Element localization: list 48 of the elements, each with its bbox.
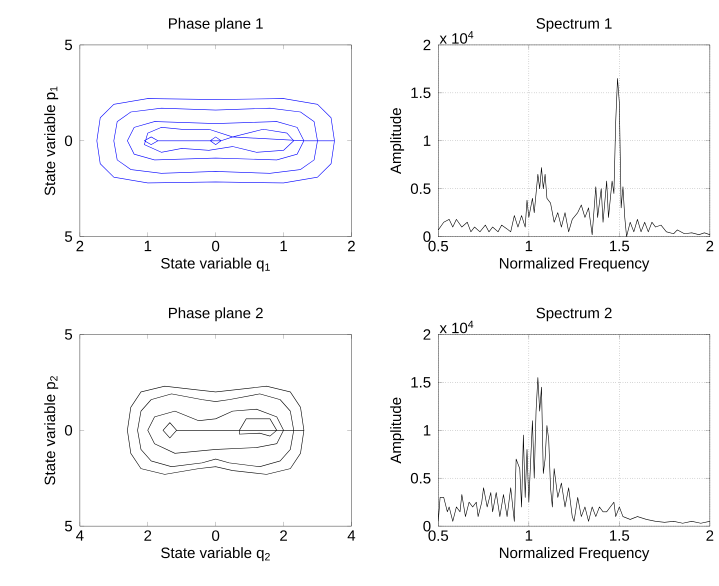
x-tick-label: 2 (144, 530, 152, 541)
y-tick-label: 1.5 (411, 377, 430, 388)
x-tick-label: 2 (706, 530, 714, 541)
y-axis-title: Amplitude (390, 398, 404, 464)
chart-title: Spectrum 1 (536, 18, 612, 32)
x-tick-label: 1.5 (610, 530, 630, 541)
y-tick-label: 1 (424, 136, 430, 146)
y-tick-label: 5 (64, 40, 72, 50)
x-tick-label: 2 (280, 530, 287, 541)
y-tick-label: 0 (64, 424, 72, 436)
y-tick-label: 0.5 (410, 472, 430, 484)
y-tick-label: 0 (64, 135, 72, 146)
x-tick-label: 4 (76, 530, 84, 541)
x-axis-title: State variable q$_{2}$ (161, 547, 270, 562)
y-tick-label: 0 (423, 520, 431, 532)
y-tick-label: 5 (64, 520, 72, 532)
x-tick-label: 1 (144, 240, 152, 252)
y-tick-label: 0.5 (410, 183, 430, 194)
x-axis-title: Normalized Frequency (500, 547, 650, 562)
line-series (96, 98, 335, 184)
x-tick-label: 1 (280, 240, 287, 252)
y-tick-label: 2 (424, 40, 430, 50)
x-tick-label: 2 (706, 240, 714, 252)
line-series (127, 386, 304, 475)
y-tick-label: 2 (424, 329, 430, 340)
x-tick-label: 1 (526, 240, 532, 252)
x-tick-label: 0 (212, 240, 220, 252)
y-tick-label: 5 (64, 231, 72, 242)
y-axis-title: State variable p$_{1}$ (44, 86, 58, 196)
x-tick-label: 0 (212, 530, 220, 541)
x-tick-label: 4 (348, 530, 356, 541)
chart-title: Phase plane 2 (168, 307, 263, 322)
text: x 10$^{4}$ (440, 31, 474, 44)
y-tick-label: 1.5 (411, 88, 430, 98)
x-tick-label: 1 (526, 530, 532, 541)
x-tick-label: 2 (348, 240, 355, 252)
x-axis-title: State variable q$_{1}$ (161, 258, 270, 272)
chart-title: Phase plane 1 (168, 18, 263, 32)
x-tick-label: 2 (76, 240, 84, 252)
y-axis-title: State variable p$_{2}$ (44, 376, 58, 485)
y-axis-title: Amplitude (390, 108, 404, 174)
x-axis-title: Normalized Frequency (500, 258, 650, 272)
y-tick-label: 5 (64, 329, 72, 340)
y-tick-label: 0 (423, 231, 431, 242)
x-tick-label: 1.5 (610, 240, 630, 252)
y-tick-label: 1 (424, 425, 430, 436)
chart-title: Spectrum 2 (536, 308, 612, 322)
text: x 10$^{4}$ (440, 320, 474, 334)
